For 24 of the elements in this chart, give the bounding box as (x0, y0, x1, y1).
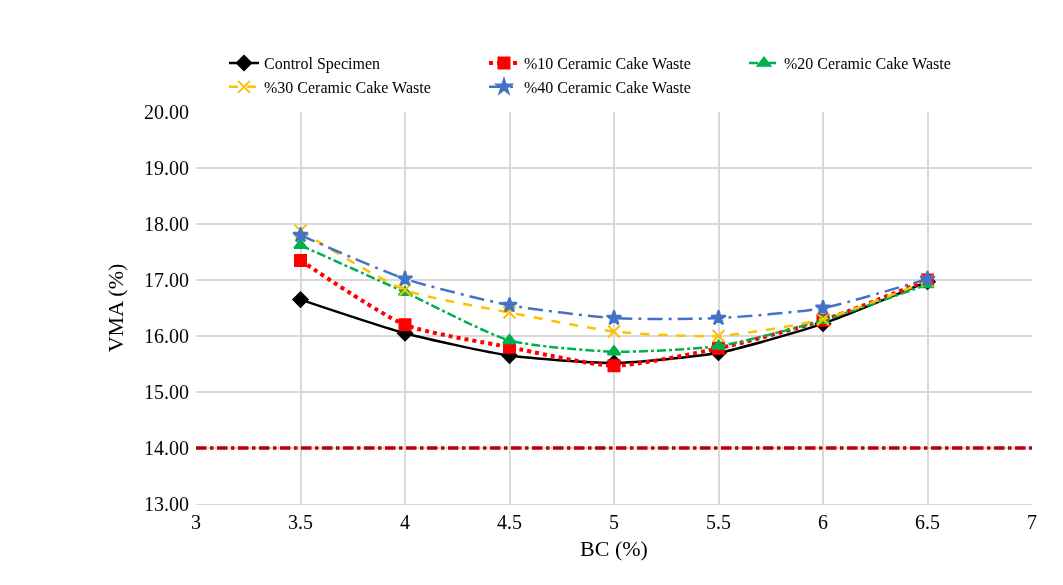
x-axis-title: BC (%) (580, 535, 648, 561)
y-axis-title: VMA (%) (102, 263, 128, 353)
y-tick-label: 19.00 (144, 157, 189, 179)
y-tick-label: 15.00 (144, 381, 189, 403)
x-tick-label: 4 (400, 511, 410, 533)
x-tick-label: 3.5 (288, 511, 313, 533)
y-tick-label: 13.00 (144, 493, 189, 515)
x-tick-label: 4.5 (497, 511, 522, 533)
y-tick-label: 17.00 (144, 269, 189, 291)
legend-label: %40 Ceramic Cake Waste (524, 79, 691, 97)
x-tick-label: 5 (609, 511, 619, 533)
x-tick-label: 6.5 (915, 511, 940, 533)
x-tick-label: 7 (1027, 511, 1037, 533)
y-tick-label: 20.00 (144, 101, 189, 123)
legend-label: %10 Ceramic Cake Waste (524, 55, 691, 73)
y-tick-label: 14.00 (144, 437, 189, 459)
x-tick-label: 5.5 (706, 511, 731, 533)
legend-label: %20 Ceramic Cake Waste (784, 55, 951, 73)
legend-label: %30 Ceramic Cake Waste (264, 79, 431, 97)
x-tick-label: 3 (191, 511, 201, 533)
x-tick-label: 6 (818, 511, 828, 533)
legend-label: Control Specimen (264, 55, 380, 74)
y-tick-label: 16.00 (144, 325, 189, 347)
y-tick-label: 18.00 (144, 213, 189, 235)
